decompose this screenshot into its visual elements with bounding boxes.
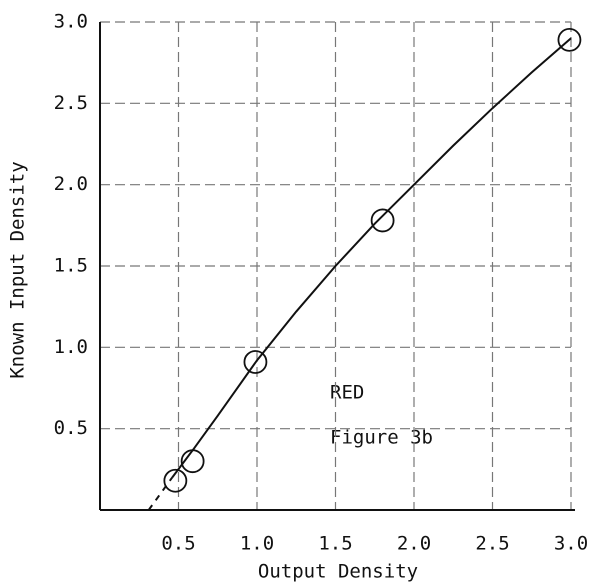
data-point bbox=[557, 27, 582, 52]
y-tick-label: 1.5 bbox=[54, 255, 88, 277]
x-tick-label: 2.5 bbox=[475, 533, 509, 555]
x-tick-label: 2.0 bbox=[397, 533, 431, 555]
data-point bbox=[243, 350, 268, 374]
x-tick-label: 1.0 bbox=[240, 533, 274, 555]
data-point bbox=[370, 208, 395, 233]
y-tick-label: 2.5 bbox=[54, 92, 88, 114]
data-point bbox=[163, 468, 188, 493]
y-tick-label: 3.0 bbox=[54, 11, 88, 33]
x-tick-label: 0.5 bbox=[161, 533, 195, 555]
extrapolation-line bbox=[147, 476, 174, 511]
annotation: RED bbox=[330, 382, 364, 404]
y-tick-label: 1.0 bbox=[54, 336, 88, 358]
annotation: Figure 3b bbox=[330, 427, 433, 449]
y-tick-label: 0.5 bbox=[54, 417, 88, 439]
fit-curve bbox=[171, 37, 572, 479]
data-point bbox=[180, 449, 205, 474]
y-tick-label: 2.0 bbox=[54, 173, 88, 195]
x-tick-label: 3.0 bbox=[554, 533, 588, 555]
x-axis-label: Output Density bbox=[258, 561, 418, 583]
x-tick-label: 1.5 bbox=[318, 533, 352, 555]
y-axis-label: Known Input Density bbox=[7, 161, 29, 378]
